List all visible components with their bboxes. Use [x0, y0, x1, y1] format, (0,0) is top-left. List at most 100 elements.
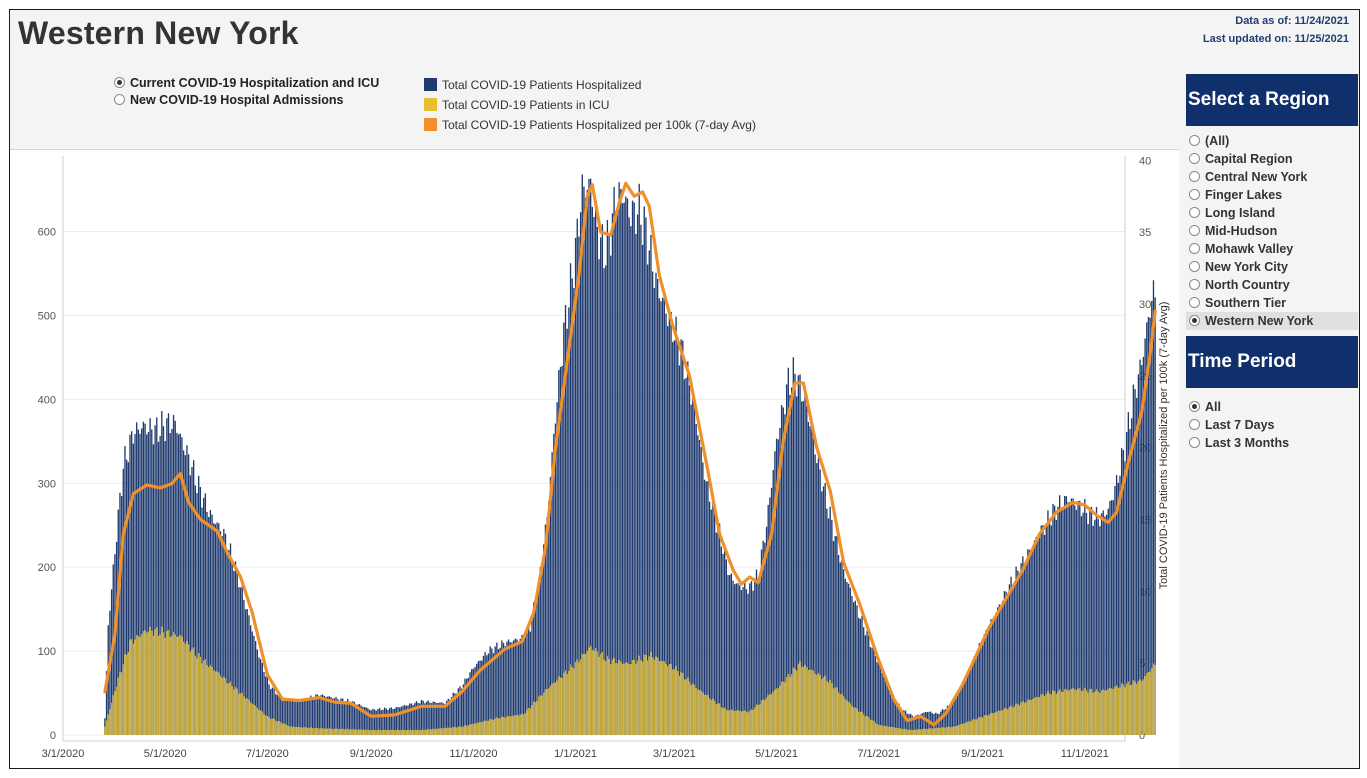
bar-hospitalized [792, 357, 795, 735]
bar-hospitalized [370, 710, 372, 735]
bar-hospitalized [1124, 461, 1126, 735]
bar-hospitalized [131, 431, 133, 735]
bar-hospitalized [271, 687, 274, 735]
bar-icu [512, 715, 515, 735]
bar-hospitalized [1137, 374, 1140, 735]
bar-icu [516, 715, 518, 735]
x-tick-label: 11/1/2020 [449, 748, 497, 760]
bar-hospitalized [189, 475, 191, 735]
bar-icu [169, 636, 171, 735]
time-option-all[interactable]: All [1186, 398, 1358, 416]
bar-icu [110, 702, 113, 735]
bar-icu [729, 709, 731, 735]
mode-option-hospitalization-icu[interactable]: Current COVID-19 Hospitalization and ICU [114, 76, 379, 93]
bar-hospitalized [553, 433, 555, 735]
bar-hospitalized [234, 561, 237, 735]
bar-hospitalized [615, 211, 617, 735]
bar-hospitalized [466, 678, 468, 735]
bar-icu [955, 726, 957, 735]
bar-hospitalized [953, 696, 955, 735]
bar-icu [921, 729, 923, 735]
bar-icu [320, 728, 322, 735]
region-option-western-new-york[interactable]: Western New York [1186, 312, 1358, 330]
bar-hospitalized [715, 532, 717, 735]
bar-hospitalized [559, 367, 562, 735]
bar-icu [187, 644, 190, 735]
region-option-mohawk-valley[interactable]: Mohawk Valley [1186, 240, 1358, 258]
bar-icu [688, 681, 691, 735]
region-option-long-island[interactable]: Long Island [1186, 204, 1358, 222]
bar-icu [109, 709, 111, 735]
bar-hospitalized [481, 660, 483, 735]
bar-hospitalized [450, 697, 453, 735]
bar-icu [439, 728, 441, 735]
bar-icu [668, 663, 671, 735]
bar-hospitalized [249, 625, 252, 735]
bar-icu [559, 677, 562, 735]
region-option-finger-lakes[interactable]: Finger Lakes [1186, 186, 1358, 204]
bar-hospitalized [831, 519, 833, 735]
bar-hospitalized [362, 706, 364, 735]
bar-icu [131, 639, 133, 735]
region-option-all[interactable]: (All) [1186, 132, 1358, 150]
bar-hospitalized [1126, 432, 1128, 735]
region-option-southern-tier[interactable]: Southern Tier [1186, 294, 1358, 312]
bar-icu [1129, 685, 1131, 735]
mode-option-new-admissions[interactable]: New COVID-19 Hospital Admissions [114, 93, 379, 110]
bar-hospitalized [1147, 316, 1150, 735]
bar-icu [509, 716, 511, 735]
bar-hospitalized [176, 432, 178, 735]
bar-icu [831, 683, 833, 735]
bar-hospitalized [472, 668, 475, 735]
bar-icu [628, 664, 630, 735]
bar-icu [147, 631, 150, 735]
bar-icu [171, 635, 173, 735]
bar-hospitalized [940, 711, 942, 735]
bar-icu [370, 730, 372, 735]
bar-hospitalized [278, 694, 280, 735]
bar-hospitalized [641, 244, 644, 736]
bar-hospitalized [807, 422, 810, 735]
bar-hospitalized [1144, 338, 1146, 735]
region-option-north-country[interactable]: North Country [1186, 276, 1358, 294]
bar-icu [703, 694, 706, 735]
bar-icu [1120, 683, 1123, 735]
bar-hospitalized [280, 697, 282, 735]
bar-hospitalized [1025, 560, 1027, 735]
bar-icu [571, 666, 573, 735]
time-option-last-7-days[interactable]: Last 7 Days [1186, 416, 1358, 434]
bar-hospitalized [586, 189, 588, 735]
bar-icu [455, 727, 458, 735]
bar-hospitalized [852, 602, 855, 735]
bar-hospitalized [908, 714, 910, 735]
region-option-capital-region[interactable]: Capital Region [1186, 150, 1358, 168]
bar-hospitalized [610, 255, 612, 735]
bar-icu [218, 672, 220, 735]
bar-icu [315, 727, 317, 735]
bar-hospitalized [837, 554, 840, 735]
bar-icu [432, 728, 434, 735]
bar-icu [1002, 709, 1004, 735]
bar-icu [750, 709, 753, 735]
bar-hospitalized [139, 433, 141, 735]
bar-hospitalized [533, 602, 535, 735]
region-option-mid-hudson[interactable]: Mid-Hudson [1186, 222, 1358, 240]
bar-hospitalized [893, 696, 895, 735]
bar-hospitalized [1105, 514, 1108, 735]
bar-icu [214, 671, 217, 735]
bar-hospitalized [842, 569, 845, 735]
time-option-last-3-months[interactable]: Last 3 Months [1186, 434, 1358, 452]
bar-icu [514, 715, 516, 735]
bar-hospitalized [156, 417, 158, 735]
region-option-new-york-city[interactable]: New York City [1186, 258, 1358, 276]
bar-icu [857, 711, 860, 735]
bar-icu [353, 729, 356, 735]
bar-icu [469, 724, 471, 735]
bar-hospitalized [983, 634, 985, 735]
region-option-central-new-york[interactable]: Central New York [1186, 168, 1358, 186]
bar-hospitalized [626, 198, 629, 736]
bar-hospitalized [613, 186, 615, 735]
bar-icu [697, 689, 699, 735]
bar-icu [1119, 687, 1121, 735]
bar-hospitalized [844, 578, 846, 735]
